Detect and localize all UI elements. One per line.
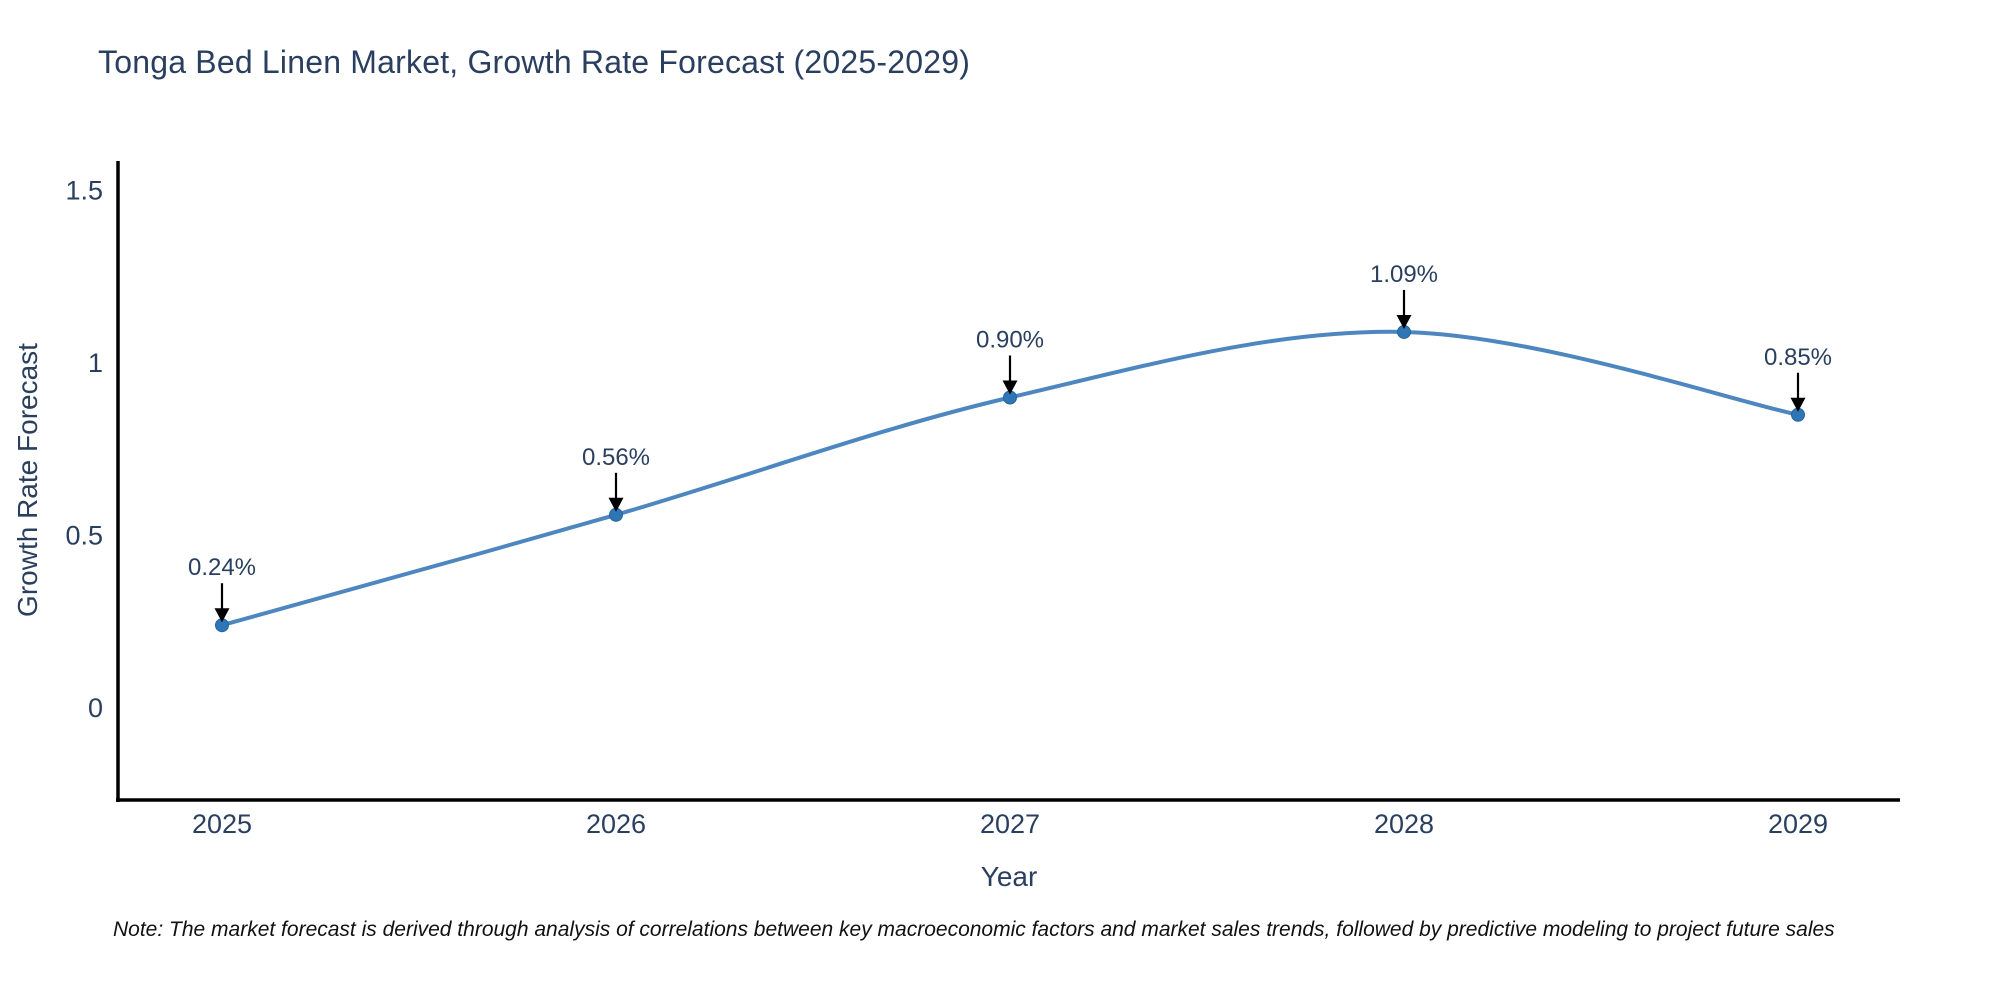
x-tick-label: 2026 [586,809,646,839]
y-tick-label: 0 [88,693,103,723]
y-tick-label: 1 [88,348,103,378]
x-tick-label: 2029 [1768,809,1828,839]
annotation-arrowhead [1790,397,1806,412]
y-tick-label: 0.5 [65,521,103,551]
point-value-label: 1.09% [1370,261,1438,288]
x-tick-label: 2027 [980,809,1040,839]
point-value-label: 0.85% [1764,344,1832,371]
annotation-arrowhead [1396,314,1412,329]
annotation-arrowhead [214,608,230,623]
x-axis-title: Year [980,861,1038,892]
y-tick-label: 1.5 [65,176,103,206]
forecast-methodology-note: Note: The market forecast is derived thr… [113,918,1835,941]
annotation-arrowhead [608,497,624,512]
point-value-label: 0.24% [188,554,256,581]
point-value-label: 0.90% [976,327,1044,354]
chart-title: Tonga Bed Linen Market, Growth Rate Fore… [98,44,971,80]
annotation-arrowhead [1002,380,1018,395]
x-tick-label: 2025 [192,809,252,839]
point-value-label: 0.56% [582,444,650,471]
x-tick-label: 2028 [1374,809,1434,839]
